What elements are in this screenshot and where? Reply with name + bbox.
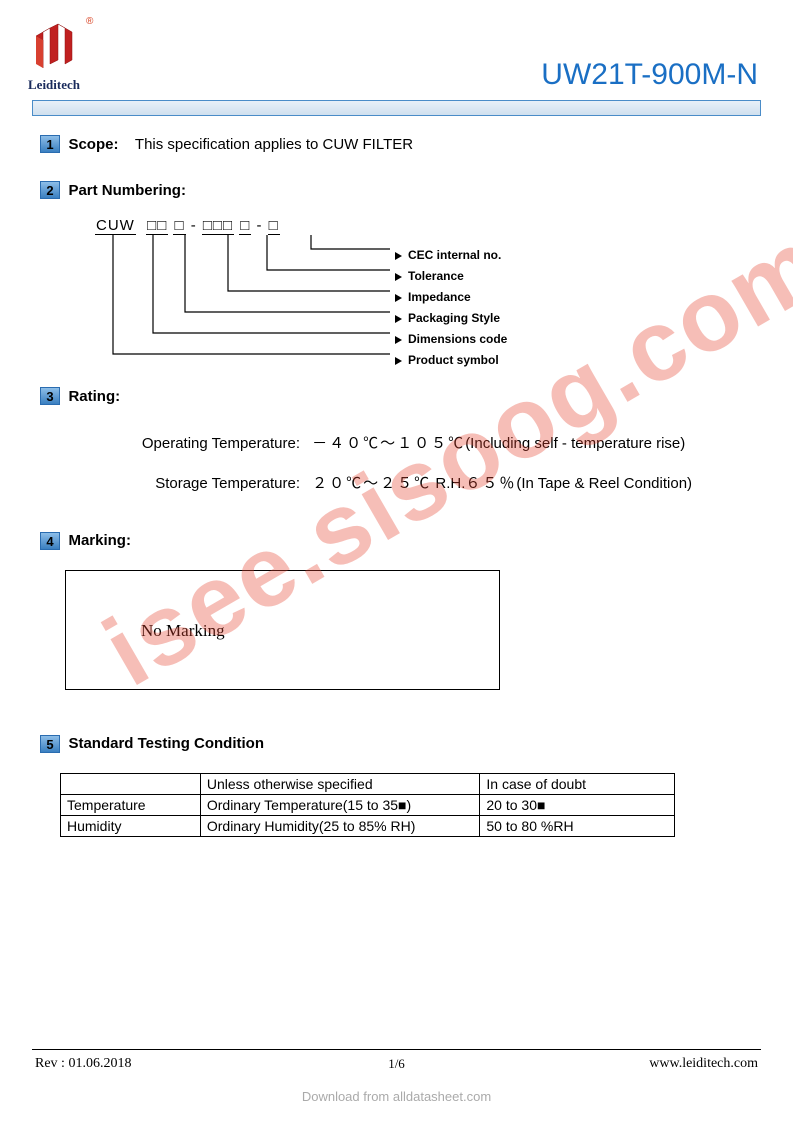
- st-suffix: (In Tape & Reel Condition): [516, 475, 692, 492]
- part-numbering-lines: [95, 235, 395, 380]
- section-number: 3: [40, 387, 60, 405]
- scope-section: 1 Scope: This specification applies to C…: [40, 135, 753, 153]
- section-title: Standard Testing Condition: [68, 735, 264, 752]
- table-row: Unless otherwise specified In case of do…: [61, 774, 675, 795]
- pn-label: Dimensions code: [395, 329, 507, 350]
- rating-section: 3 Rating: Operating Temperature: －４０℃～１０…: [40, 387, 753, 503]
- header-bar: [32, 100, 761, 116]
- marking-text: No Marking: [141, 621, 225, 641]
- table-cell: [61, 774, 201, 795]
- scope-text: This specification applies to CUW FILTER: [135, 136, 413, 153]
- op-temp-value: －４０℃～１０５℃: [312, 436, 465, 453]
- table-row: Temperature Ordinary Temperature(15 to 3…: [61, 795, 675, 816]
- operating-temp-line: Operating Temperature: －４０℃～１０５℃(Includi…: [110, 424, 753, 464]
- part-number-title: UW21T-900M-N: [541, 58, 758, 92]
- marking-section: 4 Marking: No Marking: [40, 532, 753, 690]
- part-numbering-section: 2 Part Numbering: CUW □□ □ - □□□ □ - □ C…: [40, 181, 753, 377]
- section-title: Marking:: [68, 532, 131, 549]
- pn-label: Packaging Style: [395, 308, 507, 329]
- label-text: CEC internal no.: [408, 245, 501, 266]
- label-text: Impedance: [408, 287, 471, 308]
- pn-label: Impedance: [395, 287, 507, 308]
- table-row: Humidity Ordinary Humidity(25 to 85% RH)…: [61, 816, 675, 837]
- storage-temp-line: Storage Temperature: ２０℃～２５℃ R.H.６５％(In …: [110, 464, 753, 504]
- logo-area: ® Leiditech: [28, 20, 83, 93]
- label-text: Packaging Style: [408, 308, 500, 329]
- section-number: 4: [40, 532, 60, 550]
- table-cell: Ordinary Humidity(25 to 85% RH): [200, 816, 480, 837]
- label-text: Product symbol: [408, 350, 499, 371]
- pn-label: CEC internal no.: [395, 245, 507, 266]
- footer-rev: Rev : 01.06.2018: [35, 1056, 131, 1072]
- table-cell: In case of doubt: [480, 774, 675, 795]
- st-rh-label: R.H.: [435, 475, 465, 492]
- testing-section: 5 Standard Testing Condition Unless othe…: [40, 735, 753, 837]
- pn-label: Product symbol: [395, 350, 507, 371]
- brand-name: Leiditech: [28, 77, 83, 93]
- section-number: 2: [40, 181, 60, 199]
- rating-lines: Operating Temperature: －４０℃～１０５℃(Includi…: [110, 424, 753, 504]
- section-number: 5: [40, 735, 60, 753]
- table-cell: 50 to 80 %RH: [480, 816, 675, 837]
- download-text: Download from alldatasheet.com: [0, 1089, 793, 1104]
- pn-label: Tolerance: [395, 266, 507, 287]
- part-numbering-diagram: CUW □□ □ - □□□ □ - □ CEC internal no. To…: [95, 217, 555, 377]
- st-temp-value: ２０℃～２５℃: [312, 476, 431, 493]
- footer-line: [32, 1049, 761, 1050]
- op-temp-suffix: (Including self - temperature rise): [465, 435, 685, 452]
- brand-logo-icon: ®: [28, 20, 83, 75]
- table-cell: Unless otherwise specified: [200, 774, 480, 795]
- registered-mark: ®: [86, 16, 93, 27]
- content-area: 1 Scope: This specification applies to C…: [40, 135, 753, 865]
- op-temp-label: Operating Temperature:: [110, 424, 300, 463]
- st-temp-label: Storage Temperature:: [110, 464, 300, 503]
- st-rh-value: ６５％: [465, 476, 516, 493]
- section-number: 1: [40, 135, 60, 153]
- section-title: Scope:: [68, 136, 118, 153]
- part-numbering-labels: CEC internal no. Tolerance Impedance Pac…: [395, 245, 507, 371]
- label-text: Dimensions code: [408, 329, 507, 350]
- section-title: Part Numbering:: [68, 182, 186, 199]
- footer: Rev : 01.06.2018 1/6 www.leiditech.com: [35, 1056, 758, 1072]
- footer-url: www.leiditech.com: [649, 1056, 758, 1072]
- footer-page: 1/6: [388, 1056, 405, 1072]
- part-code: CUW □□ □ - □□□ □ - □: [95, 217, 555, 234]
- section-title: Rating:: [68, 388, 120, 405]
- label-text: Tolerance: [408, 266, 464, 287]
- marking-box: No Marking: [65, 570, 500, 690]
- table-cell: Humidity: [61, 816, 201, 837]
- table-cell: 20 to 30■: [480, 795, 675, 816]
- table-cell: Ordinary Temperature(15 to 35■): [200, 795, 480, 816]
- testing-table: Unless otherwise specified In case of do…: [60, 773, 675, 837]
- table-cell: Temperature: [61, 795, 201, 816]
